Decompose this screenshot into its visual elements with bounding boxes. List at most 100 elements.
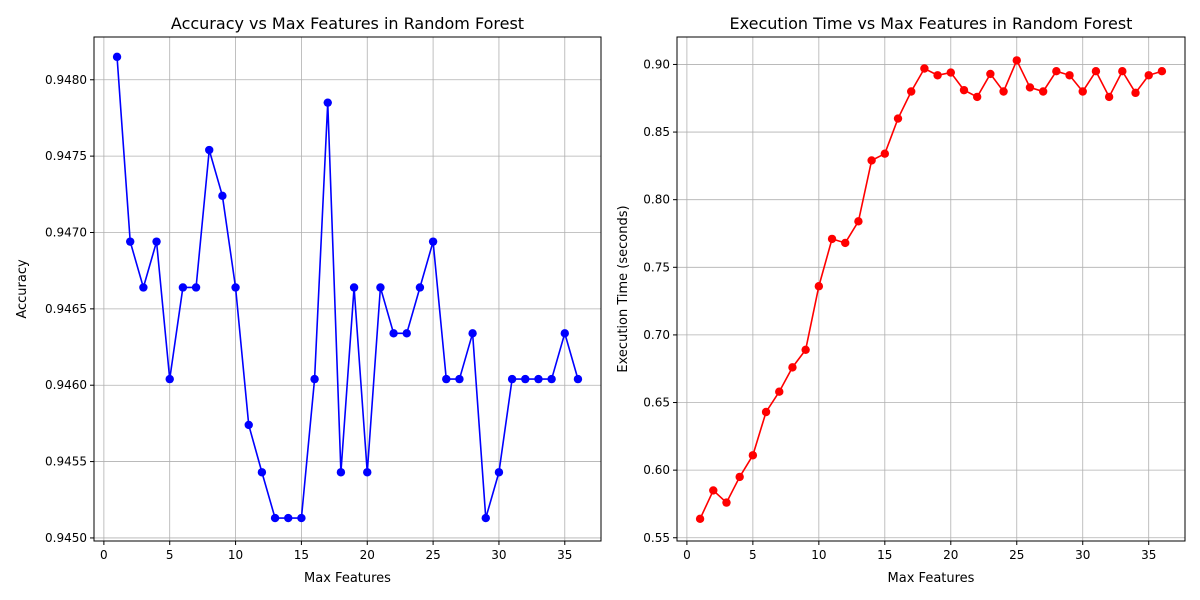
data-point <box>709 486 718 495</box>
x-tick-label: 20 <box>360 548 375 562</box>
y-tick-label: 0.55 <box>643 531 670 545</box>
data-point <box>907 87 916 96</box>
data-point <box>946 68 955 77</box>
data-point <box>534 374 543 384</box>
x-tick-label: 30 <box>1075 548 1090 562</box>
data-point <box>442 374 451 384</box>
data-point <box>1065 71 1074 80</box>
data-point <box>112 52 122 62</box>
data-point <box>775 387 784 396</box>
data-point <box>389 329 398 338</box>
x-tick-label: 25 <box>425 548 440 562</box>
y-tick-label: 0.9475 <box>45 149 87 163</box>
data-point <box>1052 67 1061 76</box>
data-point <box>507 374 517 384</box>
y-tick-label: 0.75 <box>643 260 670 274</box>
y-tick-label: 0.9480 <box>45 73 87 87</box>
data-point <box>139 283 148 292</box>
grid <box>94 37 601 541</box>
x-axis-label: Max Features <box>304 571 391 586</box>
data-point <box>415 283 425 292</box>
y-tick-label: 0.70 <box>643 328 670 342</box>
data-point <box>867 156 876 165</box>
grid <box>677 37 1185 541</box>
y-tick-label: 0.90 <box>643 57 670 71</box>
data-point <box>722 498 731 507</box>
accuracy-chart: Accuracy vs Max Features in Random Fores… <box>15 14 602 586</box>
data-point <box>1118 67 1127 76</box>
data-point <box>573 374 583 384</box>
data-point <box>1038 87 1048 96</box>
x-tick-label: 20 <box>943 548 958 562</box>
data-point <box>297 513 306 523</box>
x-tick-label: 10 <box>811 548 826 562</box>
x-tick-label: 15 <box>294 548 309 562</box>
data-point <box>788 363 797 372</box>
y-tick-label: 0.80 <box>643 193 670 207</box>
data-point <box>455 374 464 384</box>
data-point <box>481 513 490 523</box>
x-tick-label: 0 <box>683 548 691 562</box>
x-tick-label: 0 <box>100 548 108 562</box>
data-point <box>801 345 810 354</box>
y-tick-label: 0.85 <box>643 125 670 139</box>
data-point <box>854 217 863 226</box>
data-point <box>695 514 705 524</box>
chart-title: Accuracy vs Max Features in Random Fores… <box>171 14 524 33</box>
data-point <box>468 329 477 338</box>
x-tick-label: 5 <box>166 548 174 562</box>
y-tick-label: 0.9455 <box>45 455 87 469</box>
data-point <box>191 283 201 292</box>
data-point <box>560 329 569 338</box>
data-point <box>310 374 319 384</box>
data-point <box>152 237 161 246</box>
x-tick-label: 30 <box>491 548 506 562</box>
chart-title: Execution Time vs Max Features in Random… <box>730 14 1133 33</box>
plot-frame <box>676 36 1186 542</box>
data-point <box>959 85 969 95</box>
data-point <box>205 145 214 155</box>
data-point <box>735 472 744 482</box>
data-point <box>1091 67 1101 76</box>
data-point <box>1104 92 1114 102</box>
data-point <box>748 451 758 460</box>
y-tick-label: 0.65 <box>643 396 670 410</box>
data-point <box>257 468 267 477</box>
data-point <box>126 237 135 246</box>
x-tick-label: 35 <box>1141 548 1156 562</box>
data-point <box>1131 88 1140 98</box>
data-point <box>933 71 942 80</box>
data-point <box>1012 56 1021 65</box>
x-tick-label: 25 <box>1009 548 1024 562</box>
x-axis-label: Max Features <box>888 571 975 586</box>
x-tick-label: 5 <box>749 548 757 562</box>
y-tick-label: 0.9470 <box>45 225 87 239</box>
data-point <box>363 468 372 477</box>
y-tick-label: 0.60 <box>643 463 670 477</box>
data-point <box>920 64 929 73</box>
data-point <box>323 98 332 107</box>
data-point <box>165 374 174 384</box>
x-tick-label: 15 <box>877 548 892 562</box>
data-point <box>841 238 850 248</box>
y-tick-label: 0.9450 <box>45 531 87 545</box>
y-axis-label: Execution Time (seconds) <box>616 205 631 372</box>
data-point <box>999 87 1008 96</box>
data-point <box>428 237 438 246</box>
y-tick-label: 0.9460 <box>45 378 87 392</box>
data-point <box>270 513 280 523</box>
data-point <box>972 92 982 102</box>
y-axis-label: Accuracy <box>15 259 30 319</box>
data-point <box>827 234 837 244</box>
data-point <box>284 513 293 523</box>
data-point <box>893 114 903 123</box>
data-point <box>1144 71 1153 80</box>
data-point <box>178 283 188 292</box>
data-point <box>336 468 346 477</box>
data-point <box>986 69 995 79</box>
x-tick-label: 10 <box>228 548 243 562</box>
data-point <box>494 468 504 477</box>
data-point <box>402 329 411 338</box>
data-point <box>1157 67 1167 76</box>
